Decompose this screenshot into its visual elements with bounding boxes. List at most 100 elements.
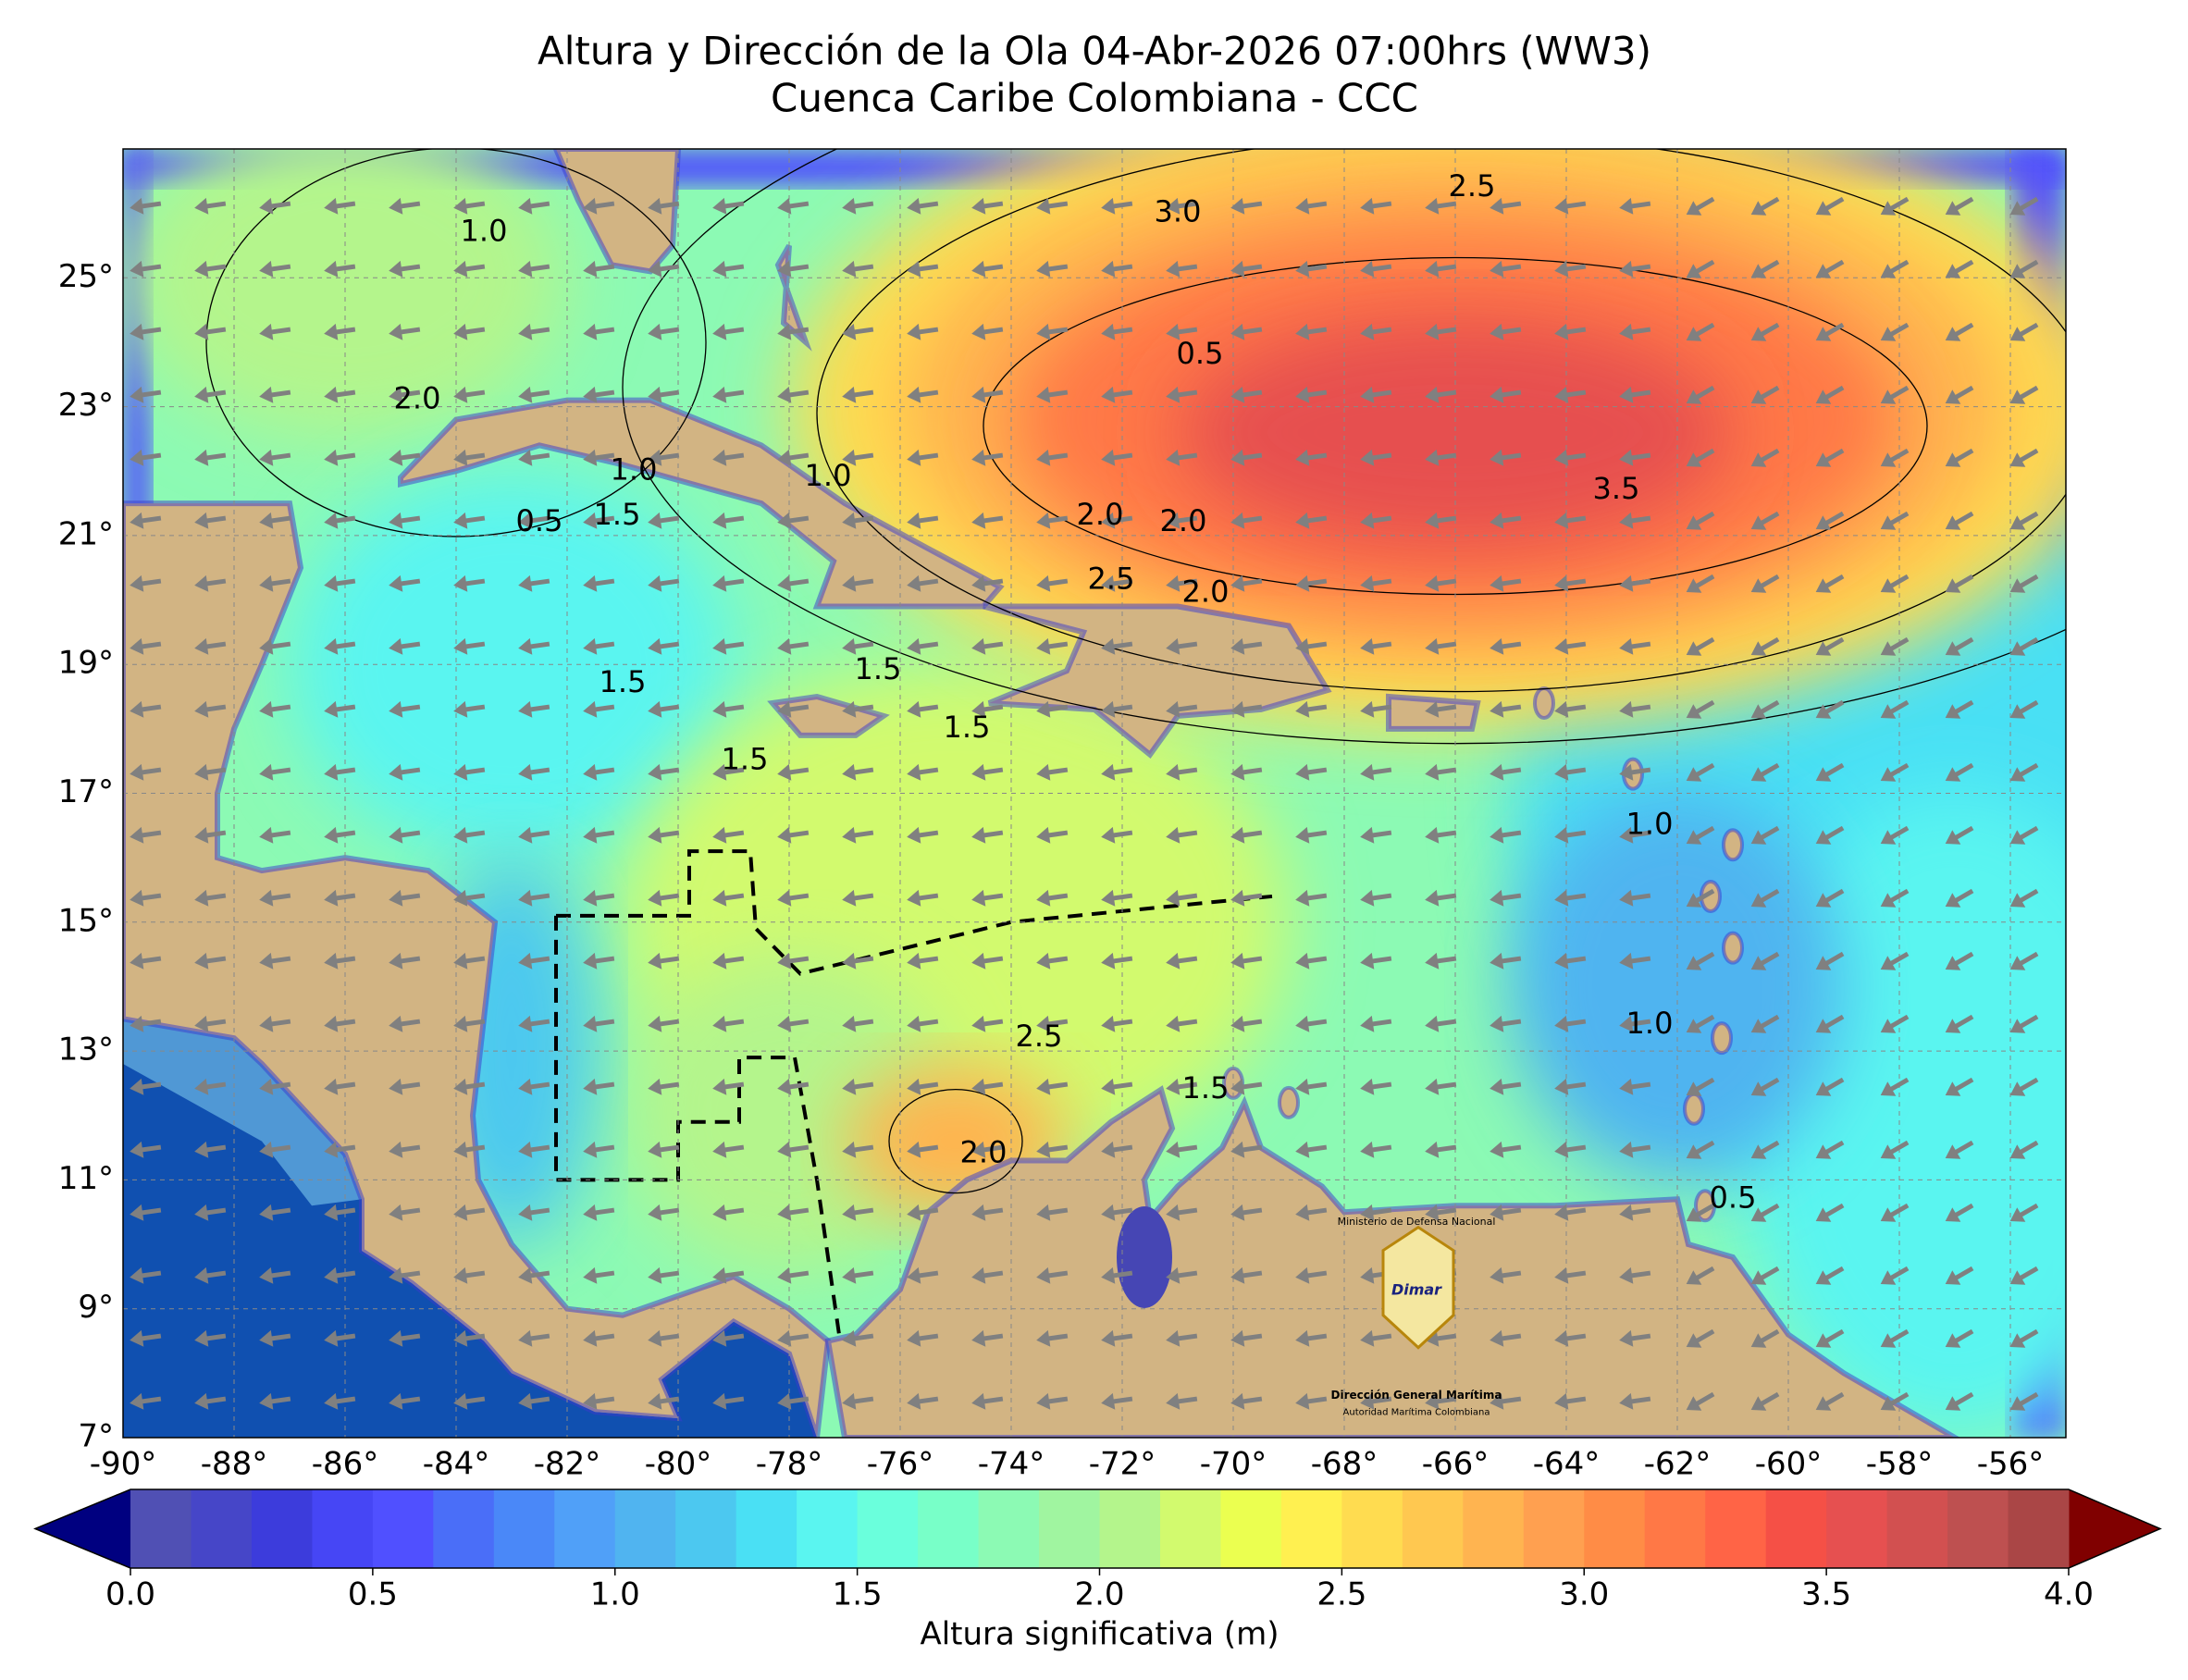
arrow <box>583 1329 615 1347</box>
arrow-head <box>1945 1270 1961 1285</box>
arrow <box>712 197 745 215</box>
arrow <box>1815 1014 1845 1033</box>
arrow <box>1815 322 1845 341</box>
arrow <box>130 1266 162 1284</box>
arrow <box>842 763 874 781</box>
arrow <box>1295 826 1328 844</box>
arrow-head <box>648 1266 662 1284</box>
arrow <box>1166 952 1198 970</box>
arrow <box>1166 763 1198 781</box>
arrow-head <box>907 889 921 907</box>
arrow-head <box>1686 1019 1702 1033</box>
arrow <box>324 1078 356 1095</box>
arrow <box>130 449 162 466</box>
arrow <box>259 700 291 718</box>
arrow <box>907 1392 939 1410</box>
arrow <box>1230 323 1263 340</box>
arrow <box>130 1078 162 1095</box>
arrow <box>1686 385 1715 404</box>
arrow <box>648 323 680 340</box>
arrow <box>259 197 291 215</box>
arrow-head <box>1945 704 1961 719</box>
arrow-head <box>1166 449 1181 466</box>
arrow-head <box>1101 449 1116 466</box>
arrow-head <box>518 323 533 340</box>
arrow-head <box>194 1329 209 1347</box>
arrow <box>1619 449 1651 466</box>
arrow <box>389 260 421 278</box>
arrow-head <box>1880 830 1897 845</box>
arrow-head <box>389 197 403 215</box>
arrow <box>2009 1266 2039 1285</box>
arrow <box>971 1266 1004 1284</box>
arrow <box>2009 574 2039 593</box>
arrow <box>1815 1266 1845 1285</box>
arrow-head <box>194 512 209 529</box>
contour-label: 1.0 <box>461 214 508 249</box>
arrow-head <box>1750 264 1767 278</box>
arrow-head <box>2009 201 2026 216</box>
arrow-head <box>1686 1396 1702 1411</box>
arrow <box>1619 1266 1651 1284</box>
arrow <box>1750 1266 1780 1285</box>
arrow-head <box>2009 1270 2026 1285</box>
arrow <box>1036 323 1069 340</box>
arrow <box>1295 260 1328 278</box>
arrow <box>777 1204 810 1221</box>
arrow-head <box>130 1329 144 1347</box>
arrow <box>324 197 356 215</box>
arrow <box>1945 1140 1974 1159</box>
colorbar-cell <box>1402 1489 1464 1568</box>
arrow <box>842 260 874 278</box>
arrow <box>712 574 745 592</box>
arrow-head <box>1230 574 1245 592</box>
arrow-head <box>1945 1081 1961 1096</box>
arrow-head <box>1880 1207 1897 1222</box>
arrow <box>2009 1203 2039 1222</box>
arrow <box>1360 763 1392 781</box>
arrow <box>1166 260 1198 278</box>
arrow-head <box>1295 1204 1310 1221</box>
arrow <box>1750 1077 1780 1096</box>
arrow <box>1490 637 1522 655</box>
arrow <box>648 1015 680 1032</box>
arrow-head <box>389 386 403 403</box>
arrow <box>971 700 1004 718</box>
arrow-head <box>1945 641 1961 656</box>
arrow <box>194 449 227 466</box>
arrow-head <box>1750 956 1767 970</box>
arrow <box>1101 700 1133 718</box>
x-tick-label: -88° <box>201 1446 268 1483</box>
arrow-head <box>1815 578 1832 593</box>
arrow-head <box>971 449 986 466</box>
arrow-head <box>389 637 403 655</box>
x-tick-label: -76° <box>867 1446 934 1483</box>
arrow <box>1166 323 1198 340</box>
arrow-head <box>842 763 857 781</box>
arrow-head <box>1101 323 1116 340</box>
arrow-head <box>1230 763 1245 781</box>
arrow <box>1945 196 1974 216</box>
arrow-head <box>1750 1019 1767 1033</box>
lake <box>1117 1205 1172 1308</box>
arrow-head <box>2009 1333 2026 1348</box>
arrow <box>1360 1078 1392 1095</box>
arrow <box>842 574 874 592</box>
arrow <box>518 1078 550 1095</box>
arrow <box>259 889 291 907</box>
arrow <box>1166 1204 1198 1221</box>
arrow <box>1945 574 1974 593</box>
arrow <box>1880 511 1910 530</box>
arrow-head <box>1295 637 1310 655</box>
arrow-head <box>1166 1078 1181 1095</box>
arrow <box>1490 1141 1522 1158</box>
arrow-head <box>777 1204 792 1221</box>
arrow-head <box>1619 512 1634 529</box>
arrow <box>1686 1077 1715 1096</box>
arrow <box>1295 1329 1328 1347</box>
arrow <box>1619 952 1651 970</box>
arrow-head <box>2009 1207 2026 1222</box>
arrow <box>1101 574 1133 592</box>
colorbar-cell <box>2008 1489 2070 1568</box>
arrow-head <box>194 1204 209 1221</box>
